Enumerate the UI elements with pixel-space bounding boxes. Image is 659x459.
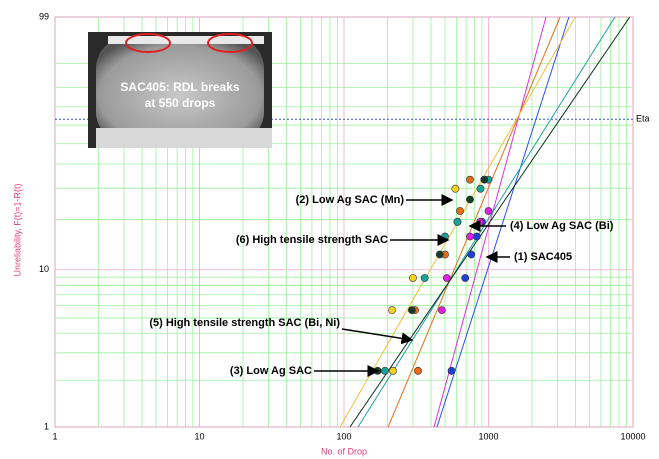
- data-point: [466, 196, 473, 203]
- data-point: [438, 307, 445, 314]
- data-point: [452, 185, 459, 192]
- data-point: [389, 367, 396, 374]
- inset-text: SAC405: RDL breaks: [120, 80, 239, 94]
- data-point: [381, 367, 388, 374]
- data-point: [388, 307, 395, 314]
- annotation: (3) Low Ag SAC: [230, 365, 312, 377]
- data-point: [409, 274, 416, 281]
- data-point: [454, 218, 461, 225]
- x-axis-title: No. of Drop: [321, 446, 367, 456]
- data-point: [443, 274, 450, 281]
- x-tick-label: 10000: [620, 431, 645, 441]
- y-tick-label: 1: [44, 421, 49, 431]
- eta-label: Eta: [636, 114, 650, 124]
- y-tick-label: 10: [39, 264, 49, 274]
- data-point: [462, 274, 469, 281]
- data-point: [468, 251, 475, 258]
- x-tick-label: 1: [52, 431, 57, 441]
- data-point: [414, 367, 421, 374]
- annotation: (5) High tensile strength SAC (Bi, Ni): [149, 317, 340, 329]
- data-point: [421, 274, 428, 281]
- data-point: [441, 233, 448, 240]
- inset-photo: SAC405: RDL breaks at 550 drops: [88, 32, 272, 148]
- annotation: (4) Low Ag SAC (Bi): [510, 220, 614, 232]
- annotation: (6) High tensile strength SAC: [236, 234, 388, 246]
- data-point: [448, 367, 455, 374]
- annotation: (2) Low Ag SAC (Mn): [296, 194, 405, 206]
- data-point: [466, 176, 473, 183]
- data-point: [456, 207, 463, 214]
- x-tick-label: 1000: [478, 431, 498, 441]
- x-tick-label: 10: [194, 431, 204, 441]
- data-point: [477, 185, 484, 192]
- data-point: [466, 233, 473, 240]
- y-tick-label: 99: [39, 11, 49, 21]
- y-axis-title: Unreliability, F(t)=1-R(t): [12, 183, 22, 276]
- data-point: [436, 251, 443, 258]
- data-point: [473, 233, 480, 240]
- data-point: [481, 176, 488, 183]
- data-point: [408, 307, 415, 314]
- data-point: [477, 218, 484, 225]
- data-point: [485, 207, 492, 214]
- x-tick-label: 100: [336, 431, 351, 441]
- annotation: (1) SAC405: [514, 251, 572, 263]
- inset-text: at 550 drops: [145, 96, 216, 110]
- chart: Unreliability, F(t)=1-R(t) No. of Drop S…: [0, 0, 659, 459]
